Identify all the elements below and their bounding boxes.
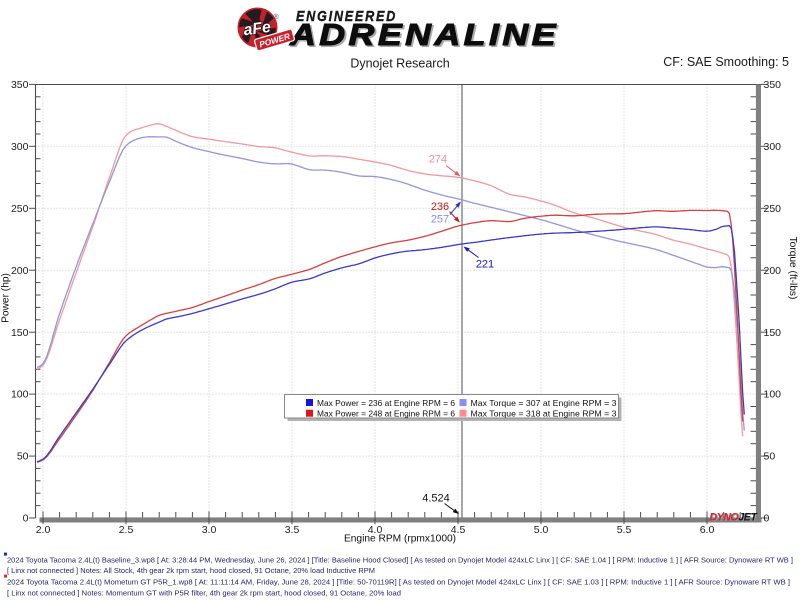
svg-text:257: 257	[431, 214, 449, 226]
svg-text:Dynojet Research: Dynojet Research	[350, 56, 449, 70]
svg-text:300: 300	[764, 141, 782, 153]
svg-text:236: 236	[431, 201, 449, 213]
svg-text:4.0: 4.0	[368, 524, 383, 536]
svg-text:3.0: 3.0	[202, 524, 217, 536]
svg-text:®: ®	[274, 13, 280, 21]
svg-text:2.5: 2.5	[119, 524, 134, 536]
svg-text:150: 150	[11, 327, 29, 339]
svg-text:Max Power = 236 at Engine RP: Max Power = 236 at Engine RPM = 6	[317, 398, 455, 408]
svg-text:3.5: 3.5	[285, 524, 300, 536]
svg-text:0: 0	[23, 513, 29, 525]
svg-text:100: 100	[764, 389, 782, 401]
svg-text:200: 200	[764, 265, 782, 277]
svg-text:Max Power = 248 at Engine RP: Max Power = 248 at Engine RPM = 6	[317, 409, 455, 419]
svg-text:Engine RPM (rpmx1000): Engine RPM (rpmx1000)	[344, 534, 456, 545]
svg-text:ENGINEERED: ENGINEERED	[296, 9, 397, 25]
svg-text:6.0: 6.0	[700, 524, 715, 536]
svg-text:350: 350	[764, 79, 782, 91]
svg-text:2024 Toyota Tacoma 2.4L(t) Bas: 2024 Toyota Tacoma 2.4L(t) Baseline_3.wp…	[7, 555, 793, 564]
svg-text:Max Torque = 318 at Engine RPM: Max Torque = 318 at Engine RPM = 3	[471, 409, 617, 419]
svg-text:CF: SAE Smoothing: 5: CF: SAE Smoothing: 5	[663, 55, 789, 69]
svg-text:DYNOJET: DYNOJET	[711, 512, 759, 524]
svg-text:100: 100	[11, 389, 29, 401]
svg-text:5.0: 5.0	[534, 524, 549, 536]
svg-text:Power (hp): Power (hp)	[1, 273, 12, 323]
svg-text:5.5: 5.5	[617, 524, 632, 536]
svg-text:Torque (ft-lbs): Torque (ft-lbs)	[787, 237, 798, 300]
svg-text:ADRENALINE: ADRENALINE	[291, 20, 561, 54]
svg-text:4.5: 4.5	[451, 524, 466, 536]
svg-text:[ Linx not connected ] Notes:: [ Linx not connected ] Notes: All Stock,…	[7, 566, 375, 575]
svg-text:Max Torque = 307 at Engine RPM: Max Torque = 307 at Engine RPM = 3	[471, 398, 617, 408]
svg-text:aFe: aFe	[242, 19, 272, 40]
svg-text:350: 350	[11, 79, 29, 91]
svg-text:ADRENALINE: ADRENALINE	[289, 18, 559, 52]
svg-text:150: 150	[764, 327, 782, 339]
svg-text:[ Linx not connected ] Notes:: [ Linx not connected ] Notes: Momentum G…	[7, 588, 401, 597]
svg-text:250: 250	[11, 203, 29, 215]
svg-text:2.0: 2.0	[36, 524, 51, 536]
svg-text:221: 221	[476, 259, 494, 271]
svg-text:274: 274	[429, 154, 447, 166]
svg-text:2024 Toyota Tacoma 2.4L(t) Mom: 2024 Toyota Tacoma 2.4L(t) Mometum GT P5…	[7, 577, 790, 586]
svg-text:50: 50	[17, 451, 29, 463]
svg-text:4.524: 4.524	[422, 493, 450, 505]
svg-text:0: 0	[764, 513, 770, 525]
svg-text:250: 250	[764, 203, 782, 215]
svg-text:50: 50	[764, 451, 776, 463]
svg-text:DYNOJET: DYNOJET	[710, 511, 758, 523]
svg-text:300: 300	[11, 141, 29, 153]
svg-text:200: 200	[11, 265, 29, 277]
